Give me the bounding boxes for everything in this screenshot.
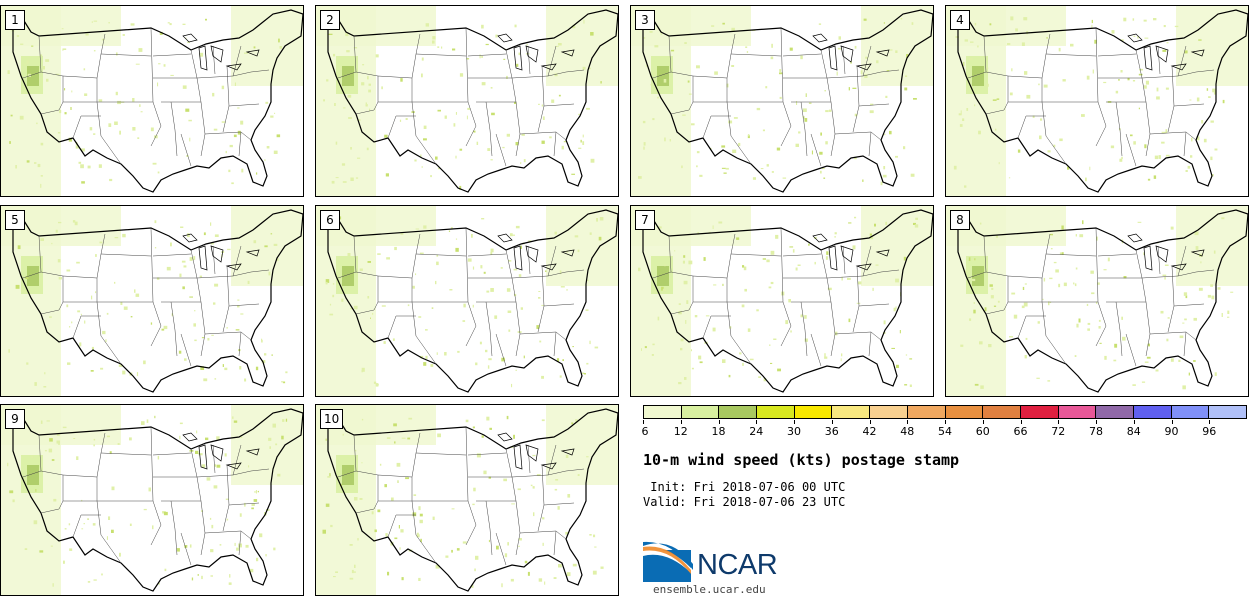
wind-speed-map <box>1 206 303 396</box>
colorbar-tick <box>1096 420 1097 424</box>
colorbar-segment <box>1096 406 1134 418</box>
colorbar-segment <box>983 406 1021 418</box>
member-panel: 7 <box>630 205 934 397</box>
member-number-label: 10 <box>320 409 344 429</box>
colorbar-tick-label: 84 <box>1126 425 1141 438</box>
member-panel: 4 <box>945 5 1249 197</box>
colorbar-tick-label: 18 <box>711 425 726 438</box>
member-number-label: 3 <box>635 10 655 30</box>
colorbar-segment <box>1058 406 1097 418</box>
colorbar-segment <box>832 406 871 418</box>
wind-speed-map <box>946 206 1248 396</box>
colorbar-tick-label: 54 <box>938 425 952 438</box>
colorbar-tick-label: 6 <box>641 425 649 438</box>
source-url: ensemble.ucar.edu <box>653 583 766 596</box>
colorbar-segment <box>1209 406 1246 418</box>
colorbar-tick <box>1058 420 1060 424</box>
wind-speed-map <box>631 6 933 196</box>
valid-time: Valid: Fri 2018-07-06 23 UTC <box>643 495 846 509</box>
member-number-label: 9 <box>5 409 25 429</box>
colorbar-tick-label: 30 <box>787 425 801 438</box>
colorbar-segment <box>681 406 720 418</box>
colorbar-tick <box>794 420 795 424</box>
member-number-label: 5 <box>5 210 25 230</box>
member-panel: 10 <box>315 404 619 596</box>
colorbar-tick <box>1133 420 1135 424</box>
colorbar-tick <box>680 420 682 424</box>
colorbar-tick-label: 90 <box>1164 425 1179 438</box>
ncar-logo-icon <box>643 541 693 582</box>
member-panel: 8 <box>945 205 1249 397</box>
colorbar-tick <box>756 420 758 424</box>
colorbar-tick-label: 60 <box>975 425 990 438</box>
member-panel: 6 <box>315 205 619 397</box>
colorbar-segment <box>870 406 908 418</box>
colorbar-tick <box>643 420 644 424</box>
colorbar-segment <box>757 406 795 418</box>
member-panel: 3 <box>630 5 934 197</box>
colorbar-segment <box>794 406 833 418</box>
wind-speed-map <box>1 6 303 196</box>
colorbar-segment <box>945 406 984 418</box>
colorbar-segment <box>907 406 946 418</box>
wind-speed-map <box>631 206 933 396</box>
colorbar-tick <box>1171 420 1173 424</box>
colorbar-tick-label: 72 <box>1051 425 1066 438</box>
member-panel: 1 <box>0 5 304 197</box>
wind-speed-map <box>316 206 618 396</box>
colorbar-tick-label: 66 <box>1013 425 1028 438</box>
colorbar-tick-label: 96 <box>1202 425 1217 438</box>
member-number-label: 6 <box>320 210 340 230</box>
wind-speed-map <box>316 405 618 595</box>
colorbar-tick-labels: 6 12 18 24 30 36 42 48 54 60 66 72 78 84 90 96 <box>641 420 1247 442</box>
member-number-label: 7 <box>635 210 655 230</box>
member-panel: 9 <box>0 404 304 596</box>
colorbar-tick <box>831 420 833 424</box>
colorbar-tick <box>718 420 720 424</box>
colorbar-tick <box>945 420 946 424</box>
colorbar-segment <box>1133 406 1172 418</box>
colorbar-tick-label: 12 <box>673 425 688 438</box>
colorbar-tick <box>907 420 909 424</box>
colorbar-segment <box>1171 406 1210 418</box>
member-number-label: 2 <box>320 10 340 30</box>
colorbar-tick-label: 42 <box>862 425 877 438</box>
colorbar-segment <box>1020 406 1059 418</box>
colorbar-tick-label: 78 <box>1089 425 1103 438</box>
member-panel: 2 <box>315 5 619 197</box>
colorbar-tick <box>869 420 871 424</box>
colorbar-tick <box>1209 420 1211 424</box>
wind-speed-map <box>316 6 618 196</box>
logo-wordmark: NCAR <box>697 549 778 581</box>
colorbar-tick-label: 36 <box>824 425 839 438</box>
wind-speed-colorbar <box>643 405 1247 419</box>
member-number-label: 8 <box>950 210 970 230</box>
colorbar-segment <box>644 406 682 418</box>
colorbar-tick-label: 24 <box>749 425 764 438</box>
colorbar-tick-label: 48 <box>900 425 915 438</box>
wind-speed-map <box>946 6 1248 196</box>
colorbar-tick <box>1020 420 1022 424</box>
colorbar-segment <box>719 406 758 418</box>
colorbar-tick <box>982 420 984 424</box>
member-panel: 5 <box>0 205 304 397</box>
wind-speed-map <box>1 405 303 595</box>
member-number-label: 1 <box>5 10 25 30</box>
product-title: 10-m wind speed (kts) postage stamp <box>643 451 960 469</box>
init-time: Init: Fri 2018-07-06 00 UTC <box>643 480 846 494</box>
member-number-label: 4 <box>950 10 970 30</box>
